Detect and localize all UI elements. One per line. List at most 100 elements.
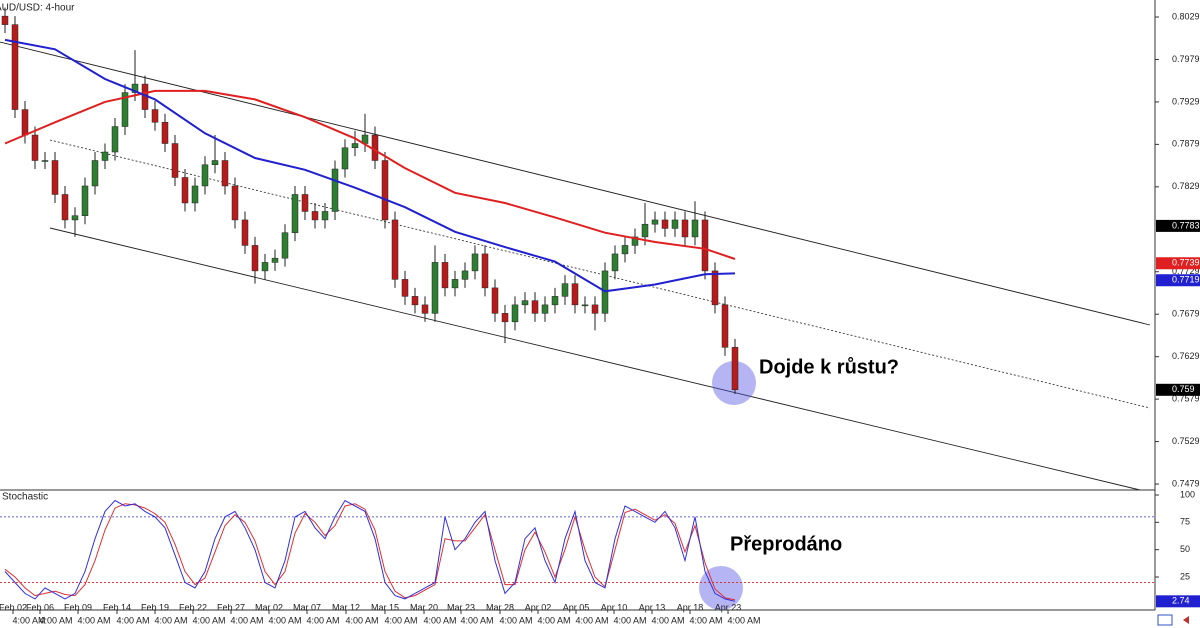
price-label-box <box>1156 257 1200 270</box>
candle-body <box>481 253 489 289</box>
x-time-label: 4:00 AM <box>423 615 456 625</box>
candle-body <box>731 347 739 391</box>
candle-body <box>311 211 319 221</box>
candle-body <box>571 283 579 306</box>
moving-average <box>4 89 736 260</box>
candle-body <box>551 296 559 306</box>
price-label-box <box>1156 274 1200 287</box>
price-label: 0.7739 <box>1172 258 1200 268</box>
candle-body <box>531 300 539 314</box>
candle-body <box>421 304 429 314</box>
x-tick-label: Mar 28 <box>486 602 514 612</box>
price-label: 0.7719 <box>1172 275 1200 285</box>
price-label: 0.759 <box>1172 384 1195 394</box>
candle-body <box>31 134 39 161</box>
candle-body <box>441 262 449 289</box>
candle-body <box>121 92 129 127</box>
indicator-title: Stochastic <box>2 492 48 503</box>
candle-body <box>91 160 99 187</box>
y-tick-label: 75 <box>1180 517 1190 527</box>
candle-body <box>431 262 439 314</box>
y-tick-label: 0.7579 <box>1172 394 1200 404</box>
plot <box>0 41 1151 491</box>
price-label: 2.74 <box>1172 596 1190 606</box>
candle-body <box>701 219 709 272</box>
x-time-label: 4:00 AM <box>727 615 760 625</box>
candle-body <box>21 109 29 136</box>
y-tick-label: 100 <box>1180 489 1195 499</box>
y-tick-label: 50 <box>1180 544 1190 554</box>
candle-body <box>271 257 279 263</box>
x-time-label: 4:00 AM <box>268 615 301 625</box>
candle-body <box>681 219 689 238</box>
candle-body <box>81 185 89 216</box>
candle-body <box>341 147 349 170</box>
candle-body <box>301 194 309 212</box>
candle-body <box>151 109 159 123</box>
x-time-label: 4:00 AM <box>77 615 110 625</box>
x-tick-label: Apr 05 <box>563 602 590 612</box>
x-time-label: 4:00 AM <box>116 615 149 625</box>
candle-body <box>671 219 679 229</box>
candle-body <box>521 300 529 306</box>
x-tick-label: Apr 02 <box>525 602 552 612</box>
candle-body <box>191 185 199 204</box>
x-time-label: 4:00 AM <box>537 615 570 625</box>
candle-body <box>401 279 409 297</box>
candle-body <box>471 253 479 272</box>
price-label: 0.7783 <box>1172 220 1200 230</box>
y-tick-label: 0.7979 <box>1172 54 1200 64</box>
candle-body <box>181 177 189 204</box>
x-tick-label: Mar 02 <box>255 602 283 612</box>
candle-body <box>541 304 549 314</box>
x-tick-label: Mar 12 <box>332 602 360 612</box>
candle-body <box>491 287 499 314</box>
channel-upper <box>0 41 1151 326</box>
y-tick-label: 25 <box>1180 571 1190 581</box>
price-label-box <box>1156 219 1200 232</box>
x-tick-label: Feb 02 <box>0 602 27 612</box>
x-time-label: 4:00 AM <box>499 615 532 625</box>
candle-body <box>331 168 339 212</box>
candle-body <box>221 160 229 187</box>
x-tick-label: Feb 09 <box>64 602 92 612</box>
candle-body <box>641 223 649 238</box>
candle-body <box>101 151 109 161</box>
y-tick-label: 0.8029 <box>1172 11 1200 21</box>
candle-body <box>321 211 329 221</box>
candle-body <box>231 185 239 221</box>
candle-body <box>691 219 699 238</box>
candle-body <box>591 304 599 314</box>
candle-body <box>581 304 589 307</box>
candle-body <box>41 160 49 162</box>
x-tick-label: Apr 18 <box>677 602 704 612</box>
channel-mid <box>49 139 1151 409</box>
x-time-label: 4:00 AM <box>575 615 608 625</box>
x-tick-label: Feb 22 <box>179 602 207 612</box>
x-time-label: 4:00 AM <box>460 615 493 625</box>
candle-body <box>511 304 519 323</box>
icon-link[interactable] <box>1157 614 1173 626</box>
x-time-label: 4:00 AM <box>689 615 722 625</box>
candle-body <box>391 219 399 280</box>
channel-lower <box>49 227 1141 491</box>
y-tick-label: 0.7679 <box>1172 309 1200 319</box>
x-tick-label: Feb 06 <box>26 602 54 612</box>
x-time-label: 4:00 AM <box>230 615 263 625</box>
candle-body <box>1 15 9 25</box>
y-tick-label: 0.7729 <box>1172 266 1200 276</box>
candle-body <box>451 279 459 289</box>
candle-body <box>171 143 179 178</box>
candle-body <box>161 122 169 144</box>
x-time-label: 4:00 AM <box>192 615 225 625</box>
icon-arrow[interactable] <box>1183 616 1189 624</box>
x-time-label: 4:00 AM <box>613 615 646 625</box>
candle-body <box>51 160 59 195</box>
x-time-label: 4:00 AM <box>39 615 72 625</box>
x-tick-label: Apr 10 <box>601 602 628 612</box>
candle-body <box>381 160 389 221</box>
candle-body <box>111 126 119 153</box>
candle-body <box>11 24 19 110</box>
annotation: Dojde k růstu? <box>759 356 899 378</box>
